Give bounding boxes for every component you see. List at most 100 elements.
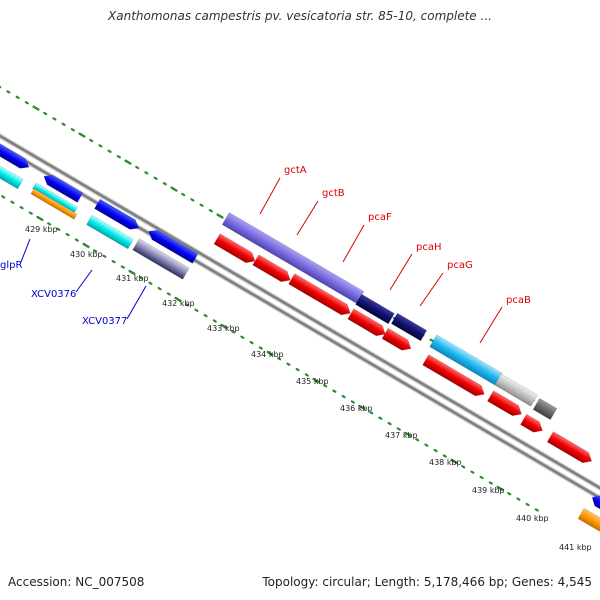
- inner-tick-mark: [378, 416, 383, 420]
- inner-tick-mark: [111, 259, 116, 264]
- gene-arrow-shape: [487, 390, 522, 417]
- gene-block-shape: [532, 397, 558, 421]
- feature-layer: [0, 139, 600, 535]
- inner-tick-mark: [323, 384, 328, 388]
- inner-tick-mark: [442, 454, 447, 458]
- inner-tick-mark: [220, 323, 228, 330]
- gene-label: XCV0377: [82, 316, 127, 327]
- inner-tick-mark: [74, 238, 79, 242]
- gene-block: [0, 160, 24, 190]
- gene-leader-line: [75, 269, 93, 293]
- gene-leader-line: [419, 272, 444, 307]
- inner-tick-mark: [148, 281, 153, 285]
- position-label: 441 kbp: [559, 543, 592, 552]
- position-label: 435 kbp: [296, 377, 329, 386]
- outer-tick-mark: [199, 203, 204, 207]
- gene-arrow-shape: [288, 273, 351, 316]
- gene-arrow-shape: [347, 308, 386, 337]
- inner-tick-mark: [157, 286, 162, 291]
- gene-arrow: [43, 174, 84, 203]
- outer-tick-mark: [52, 117, 57, 121]
- gene-arrow-shape: [0, 139, 30, 169]
- inner-tick-mark: [36, 215, 44, 222]
- gene-block: [132, 238, 190, 280]
- gene-arrow: [213, 233, 256, 264]
- inner-tick-mark: [203, 313, 208, 318]
- gene-arrow: [487, 390, 522, 417]
- backbone-line-inner: [0, 144, 600, 500]
- outer-tick-mark: [181, 192, 186, 197]
- inner-tick-mark: [516, 497, 521, 501]
- backbone-layer: [0, 133, 600, 501]
- inner-tick-mark: [507, 492, 512, 496]
- gene-label: glpR: [0, 260, 22, 271]
- inner-tick-mark: [120, 265, 125, 269]
- gene-label: pcaF: [368, 212, 392, 223]
- gene-label: pcaB: [506, 295, 531, 306]
- inner-tick-mark: [387, 421, 392, 426]
- gene-arrow: [288, 273, 351, 316]
- inner-tick-mark: [19, 206, 24, 210]
- inner-tick-mark: [358, 404, 366, 410]
- inner-tick-mark: [185, 303, 190, 307]
- inner-tick-mark: [350, 400, 355, 404]
- gene-arrow-shape: [43, 174, 84, 203]
- inner-tick-mark: [304, 373, 309, 377]
- position-label: 436 kbp: [340, 404, 373, 413]
- gene-block-shape: [86, 214, 134, 250]
- gene-block-shape: [577, 507, 600, 535]
- inner-tick-mark: [194, 308, 199, 312]
- inner-tick-mark: [93, 249, 98, 253]
- outer-tick-mark: [24, 101, 29, 105]
- topology-text: Topology: circular; Length: 5,178,466 bp…: [262, 575, 592, 589]
- accession-text: Accession: NC_007508: [8, 575, 145, 589]
- gene-arrow: [381, 327, 412, 351]
- inner-tick-mark: [56, 227, 61, 231]
- gene-arrow-shape: [213, 233, 256, 264]
- inner-tick-mark: [424, 443, 429, 447]
- outer-tick-mark: [208, 209, 213, 213]
- inner-tick-mark: [286, 362, 291, 366]
- inner-tick-mark: [312, 377, 320, 383]
- gene-arrow: [347, 308, 386, 337]
- gene-arrow-shape: [148, 229, 199, 264]
- gene-arrow-shape: [591, 495, 600, 513]
- gene-label: gctB: [322, 188, 345, 199]
- inner-tick-mark: [139, 276, 144, 280]
- inner-tick-mark: [166, 292, 171, 296]
- inner-tick-mark: [231, 330, 236, 334]
- gene-block: [577, 507, 600, 535]
- inner-tick-mark: [496, 485, 504, 491]
- inner-tick-mark: [1, 195, 6, 199]
- gene-arrow: [94, 198, 140, 230]
- position-label: 440 kbp: [516, 514, 549, 523]
- gene-label: gctA: [284, 165, 307, 176]
- gene-block-shape: [0, 160, 24, 190]
- outer-tick-mark: [98, 144, 103, 148]
- gene-arrow: [546, 431, 593, 464]
- inner-tick-mark: [461, 465, 466, 469]
- inner-tick-mark: [10, 200, 15, 204]
- inner-tick-mark: [82, 242, 90, 249]
- inner-tick-mark: [341, 394, 346, 399]
- gene-arrow-shape: [381, 327, 412, 351]
- outer-tick-mark: [116, 155, 121, 159]
- inner-tick-mark: [396, 427, 401, 431]
- inner-tick-mark: [488, 481, 493, 485]
- position-label: 438 kbp: [429, 458, 462, 467]
- outer-tick-mark: [89, 138, 94, 143]
- gene-block: [494, 373, 538, 407]
- outer-tick-mark: [15, 95, 20, 99]
- gene-arrow: [252, 254, 291, 283]
- inner-tick-mark: [415, 438, 420, 442]
- position-label: 429 kbp: [25, 225, 58, 234]
- inner-tick-mark: [128, 269, 136, 276]
- outer-tick-mark: [429, 338, 434, 342]
- gene-label: pcaG: [447, 260, 473, 271]
- inner-tick-mark: [102, 254, 107, 258]
- gene-arrow-shape: [252, 254, 291, 283]
- gene-block: [532, 397, 558, 421]
- outer-tick-mark: [135, 165, 140, 170]
- gene-arrow: [0, 139, 30, 169]
